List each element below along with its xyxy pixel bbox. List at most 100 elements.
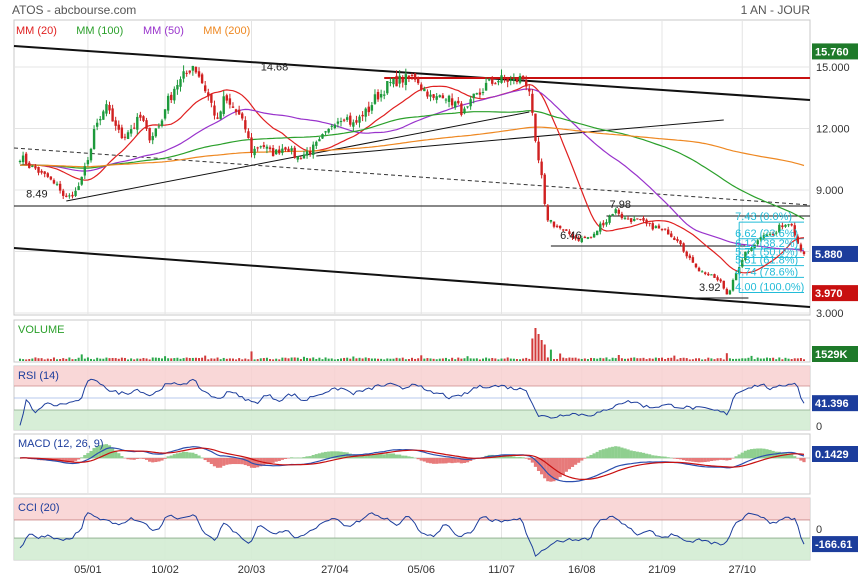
candle [577,237,580,241]
volume-bar [432,358,435,361]
candle [182,71,185,79]
volume-bar [667,357,670,361]
volume-bar [281,357,284,361]
macd-histogram-bar [296,457,300,459]
volume-bar [562,357,565,361]
volume-bar [784,357,787,361]
candle [478,92,482,95]
macd-histogram-bar [323,451,328,459]
volume-bar [460,358,463,361]
macd-histogram-bar [299,457,303,459]
volume-bar [392,358,395,361]
volume-bar [552,359,555,361]
macd-histogram-bar [465,458,470,463]
macd-histogram-bar [117,453,121,459]
candle [447,95,451,102]
volume-bar [627,358,630,361]
macd-histogram-bar [796,458,800,459]
price-annotation: 14.68 [261,62,289,74]
candle [305,151,309,156]
macd-histogram-bar [151,458,155,463]
macd-histogram-bar [533,458,538,467]
volume-bar [639,358,642,361]
volume-bar [46,358,49,361]
macd-histogram-bar [265,458,269,465]
candle [657,225,661,229]
macd-histogram-bar [601,449,605,459]
volume-bar [614,358,617,361]
macd-histogram-bar [419,458,423,461]
candle [481,92,485,94]
candle [454,101,457,108]
macd-histogram-bar [753,448,757,459]
volume-bar [463,358,466,361]
volume-bar [398,358,401,361]
volume-bar [722,359,725,361]
macd-histogram-bar [688,458,692,462]
candle [80,176,83,185]
overbought-band [14,498,810,520]
candle [784,224,787,227]
volume-bar [478,359,481,361]
volume-bar [198,358,201,361]
volume-bar [787,358,790,361]
volume-bar [485,357,488,361]
volume-bar [481,358,484,361]
rsi-line [19,378,805,426]
volume-bar [494,358,497,361]
volume-bar [370,358,373,361]
trendline-lower [13,247,811,308]
volume-bar [238,358,241,361]
candle [694,263,698,268]
volume-bar [503,358,506,361]
macd-histogram-bar [178,452,183,459]
candle [197,71,201,77]
volume-bar [642,357,645,361]
candle [284,147,287,150]
candle [469,99,472,107]
volume-bar [741,358,744,361]
candle [725,289,729,295]
volume-bar [352,356,355,361]
candle [92,129,96,149]
macd-histogram-bar [160,458,164,461]
macd-histogram-bar [64,458,68,463]
candle [312,144,315,155]
macd-histogram-bar [573,458,578,465]
volume-bar [367,358,370,361]
macd-histogram-bar [453,458,457,463]
volume-bar [278,359,281,361]
macd-histogram-bar [280,458,284,460]
volume-bar [429,358,432,361]
volume-bar [330,358,333,361]
macd-histogram-bar [293,457,297,459]
candle [108,105,111,111]
volume-bar [799,358,802,361]
candle [185,72,188,74]
candle [497,80,500,83]
candle [404,74,408,85]
candle [367,106,370,113]
volume-bar [710,358,713,361]
volume-bar [333,359,336,361]
macd-histogram-bar [379,454,383,459]
volume-bar [586,359,589,361]
candle [413,73,417,80]
volume-bar [324,357,327,361]
volume-bar [265,357,268,361]
volume-bar [213,358,216,361]
candle [34,166,37,169]
volume-bar [299,359,302,361]
moving-average-line [19,88,805,252]
macd-histogram-bar [416,458,420,460]
candle [49,176,53,180]
macd-histogram-bar [376,454,380,459]
volume-bar [534,328,537,361]
volume-bar [645,359,648,361]
volume-bar [52,357,55,361]
x-tick-label: 20/03 [238,564,266,576]
macd-histogram-bar [592,453,596,459]
macd-histogram-bar [320,452,325,459]
macd-histogram-bar [120,456,124,459]
macd-histogram-bar [749,449,754,459]
